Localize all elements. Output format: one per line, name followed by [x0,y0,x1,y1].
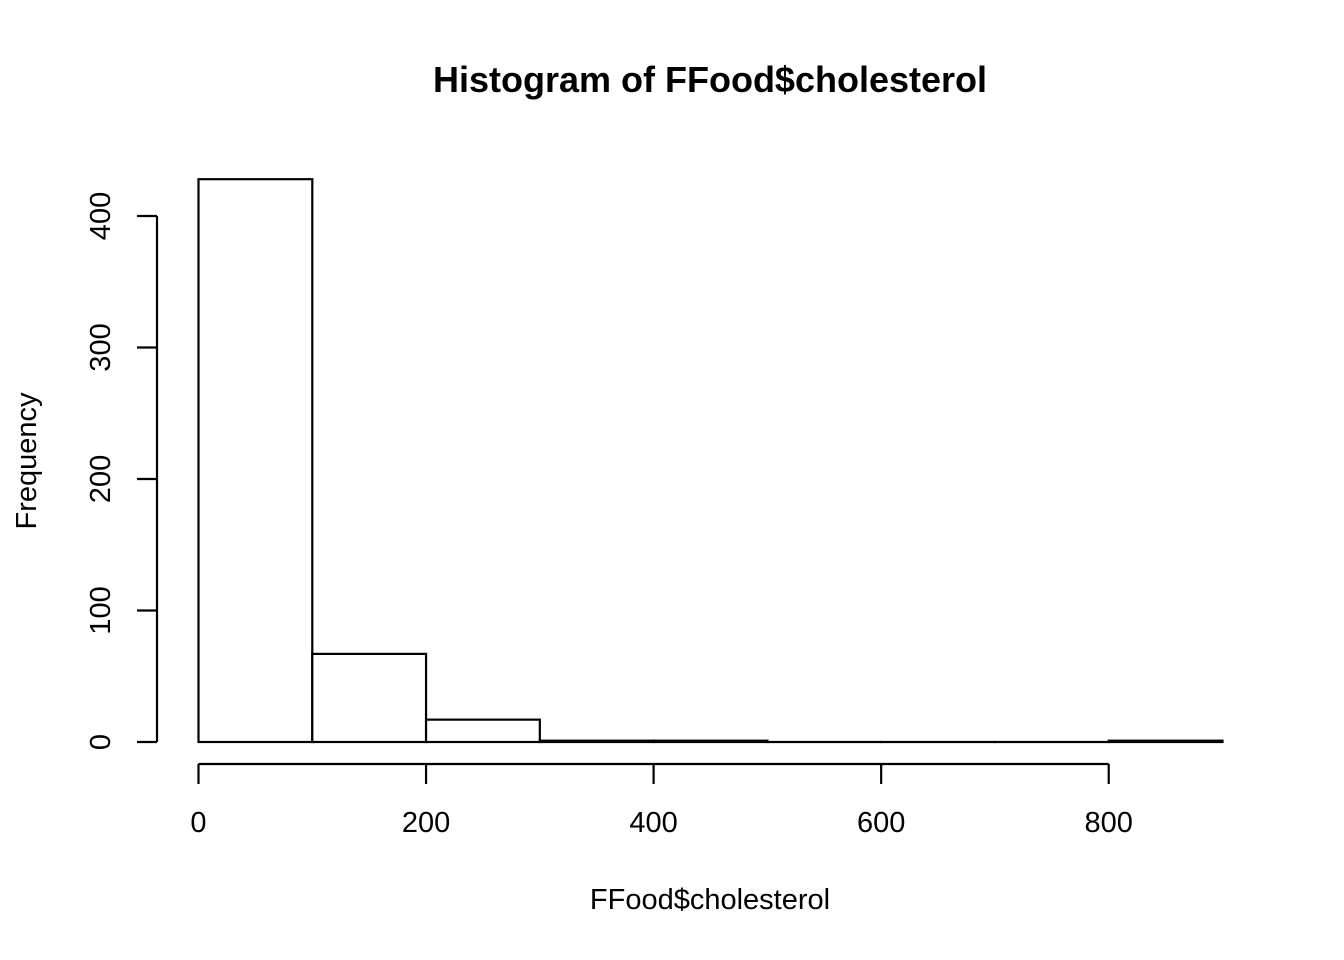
x-tick-label: 800 [1085,807,1133,839]
histogram-bar [311,652,428,744]
y-tick-label: 0 [85,734,117,750]
y-tick-label: 200 [85,455,117,503]
histogram-bar [424,718,541,744]
y-axis-label: Frequency [11,392,43,530]
y-tick-label: 300 [85,323,117,371]
x-axis: 0 200 400 600 800 [190,762,1133,839]
y-axis: 0 100 200 300 400 [85,192,159,750]
histogram-bar [197,178,314,744]
x-axis-label: FFood$cholesterol [590,884,830,916]
y-tick-label: 400 [85,192,117,240]
histogram-bar [538,739,655,744]
x-tick-label: 600 [857,807,905,839]
histogram-bar [1107,739,1224,744]
bars-group [197,178,1224,744]
x-tick-label: 400 [629,807,677,839]
x-tick-label: 200 [402,807,450,839]
histogram-bar [652,739,769,744]
x-tick-label: 0 [190,807,206,839]
y-tick-label: 100 [85,586,117,634]
chart-title: Histogram of FFood$cholesterol [433,59,987,100]
